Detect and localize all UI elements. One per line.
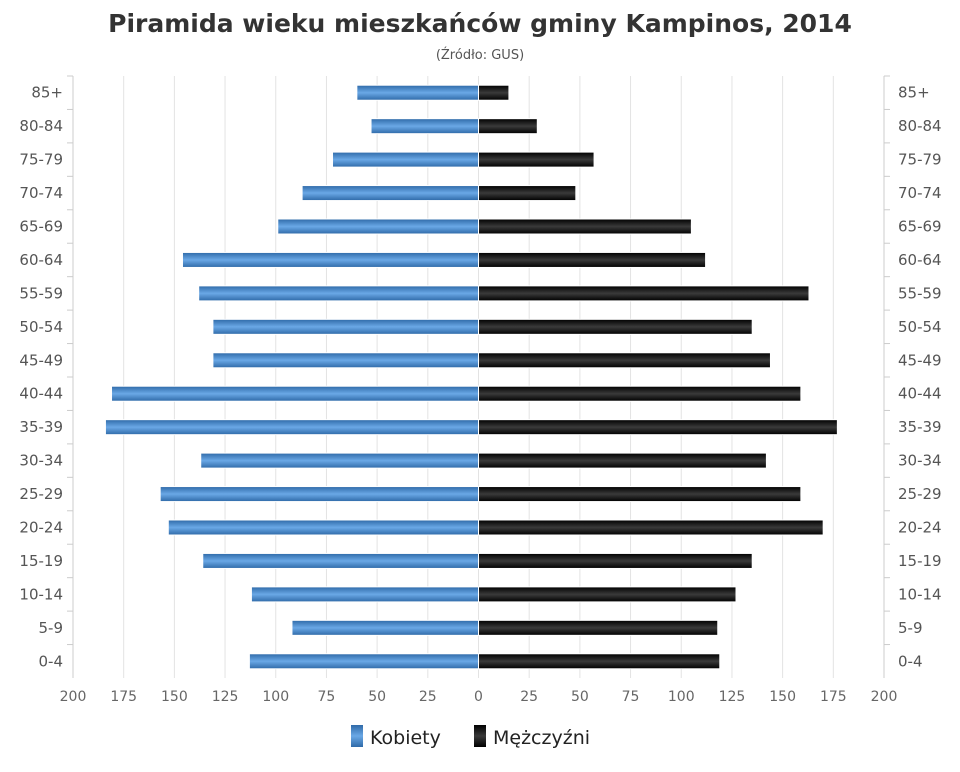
legend-swatch-mezczyzni[interactable] [474, 725, 486, 747]
y-tick-label-right: 45-49 [898, 351, 942, 369]
y-tick-label-right: 35-39 [898, 418, 942, 436]
y-tick-label-right: 30-34 [898, 452, 942, 470]
chart-title: Piramida wieku mieszkańców gminy Kampino… [108, 9, 852, 38]
y-tick-label-left: 65-69 [19, 218, 63, 236]
bar-kobiety [202, 552, 479, 569]
chart-subtitle: (Źródło: GUS) [436, 47, 524, 63]
y-tick-label-left: 70-74 [19, 184, 63, 202]
y-tick-label-left: 55-59 [19, 284, 63, 302]
bar-kobiety [104, 419, 479, 436]
y-tick-label-left: 50-54 [19, 318, 63, 336]
x-tick-label: 50 [571, 689, 589, 705]
x-tick-label: 75 [318, 689, 336, 705]
y-tick-label-left: 5-9 [39, 619, 64, 637]
x-tick-label: 200 [60, 689, 87, 705]
y-tick-label-left: 30-34 [19, 452, 63, 470]
y-tick-label-right: 15-19 [898, 552, 942, 570]
bar-kobiety [212, 318, 480, 335]
y-tick-label-left: 0-4 [39, 652, 64, 670]
bar-mezczyzni [478, 218, 692, 235]
x-tick-label: 25 [419, 689, 437, 705]
bar-mezczyzni [478, 118, 538, 135]
x-tick-label: 150 [769, 689, 796, 705]
bar-mezczyzni [478, 185, 577, 202]
bar-kobiety [200, 452, 479, 469]
y-tick-label-right: 5-9 [898, 619, 923, 637]
legend-swatch-kobiety[interactable] [351, 725, 363, 747]
y-tick-label-left: 20-24 [19, 519, 63, 537]
y-tick-label-left: 75-79 [19, 151, 63, 169]
y-tick-label-right: 85+ [898, 84, 930, 102]
x-tick-label: 125 [212, 689, 239, 705]
bar-mezczyzni [478, 619, 719, 636]
bar-kobiety [181, 251, 480, 268]
y-tick-label-left: 15-19 [19, 552, 63, 570]
x-tick-label: 100 [262, 689, 289, 705]
bar-mezczyzni [478, 486, 802, 503]
legend: Kobiety Mężczyźni [351, 725, 590, 749]
y-tick-label-right: 25-29 [898, 485, 942, 503]
bar-kobiety [167, 519, 479, 536]
y-tick-label-right: 0-4 [898, 652, 923, 670]
bar-kobiety [332, 151, 479, 168]
bar-mezczyzni [478, 452, 767, 469]
bar-kobiety [301, 185, 480, 202]
bar-mezczyzni [478, 419, 838, 436]
y-tick-label-right: 75-79 [898, 151, 942, 169]
y-tick-label-left: 80-84 [19, 117, 63, 135]
y-tick-label-right: 20-24 [898, 519, 942, 537]
y-tick-label-right: 70-74 [898, 184, 942, 202]
y-tick-label-right: 65-69 [898, 218, 942, 236]
y-tick-label-right: 80-84 [898, 117, 942, 135]
bar-mezczyzni [478, 653, 721, 670]
y-tick-label-left: 60-64 [19, 251, 63, 269]
bar-mezczyzni [478, 586, 737, 603]
x-tick-label: 175 [820, 689, 847, 705]
y-tick-label-right: 55-59 [898, 284, 942, 302]
bar-mezczyzni [478, 285, 810, 302]
x-tick-label: 175 [110, 689, 137, 705]
bar-kobiety [356, 84, 480, 101]
y-tick-label-right: 60-64 [898, 251, 942, 269]
bar-kobiety [198, 285, 480, 302]
bar-mezczyzni [478, 151, 595, 168]
bar-mezczyzni [478, 84, 510, 101]
bar-kobiety [248, 653, 479, 670]
bar-kobiety [159, 486, 479, 503]
bar-kobiety [291, 619, 479, 636]
bar-kobiety [111, 385, 480, 402]
x-tick-label: 125 [719, 689, 746, 705]
y-tick-label-left: 35-39 [19, 418, 63, 436]
x-tick-label: 150 [161, 689, 188, 705]
bar-mezczyzni [478, 352, 771, 369]
bar-mezczyzni [478, 519, 824, 536]
x-tick-label: 0 [474, 689, 483, 705]
y-tick-label-right: 10-14 [898, 585, 942, 603]
bar-mezczyzni [478, 251, 707, 268]
y-tick-label-left: 40-44 [19, 385, 63, 403]
y-tick-label-left: 85+ [31, 84, 63, 102]
y-tick-label-left: 10-14 [19, 585, 63, 603]
bar-mezczyzni [478, 318, 753, 335]
legend-label-mezczyzni[interactable]: Mężczyźni [493, 727, 590, 749]
x-tick-label: 75 [622, 689, 640, 705]
x-tick-label: 25 [520, 689, 538, 705]
bar-mezczyzni [478, 552, 753, 569]
x-tick-label: 50 [368, 689, 386, 705]
y-tick-label-right: 40-44 [898, 385, 942, 403]
y-tick-label-right: 50-54 [898, 318, 942, 336]
bar-kobiety [212, 352, 480, 369]
bar-kobiety [277, 218, 479, 235]
bar-mezczyzni [478, 385, 802, 402]
legend-label-kobiety[interactable]: Kobiety [370, 727, 441, 749]
x-tick-label: 100 [668, 689, 695, 705]
y-tick-label-left: 45-49 [19, 351, 63, 369]
bar-kobiety [370, 118, 480, 135]
y-tick-label-left: 25-29 [19, 485, 63, 503]
bar-kobiety [250, 586, 479, 603]
x-tick-label: 200 [871, 689, 898, 705]
